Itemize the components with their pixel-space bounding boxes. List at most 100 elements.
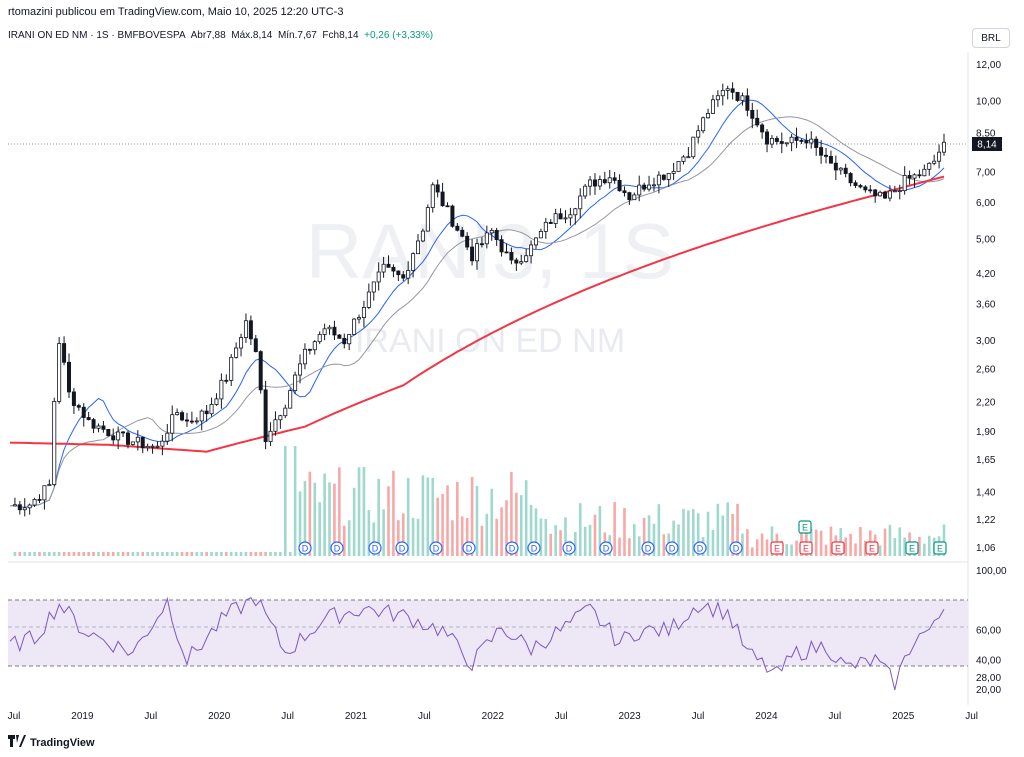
volume-bar-133	[662, 534, 666, 556]
price-tick-11: 1,90	[976, 427, 996, 438]
candle-body-17	[91, 419, 96, 429]
volume-bar-111	[554, 525, 557, 556]
candle-body-186	[922, 168, 927, 177]
volume-bar-143	[711, 529, 715, 556]
volume-bar-155	[770, 526, 774, 556]
candle-body-63	[317, 334, 322, 343]
volume-bar-14	[77, 552, 81, 556]
time-tick-12: Jul	[828, 711, 841, 722]
volume-bar-187	[927, 535, 931, 556]
currency-button[interactable]: BRL	[972, 28, 1010, 48]
volume-bar-6	[38, 552, 41, 556]
candle-body-137	[681, 156, 686, 162]
candle-body-91	[455, 225, 460, 231]
candle-body-55	[278, 415, 283, 421]
candle-body-35	[180, 412, 185, 421]
candle-body-11	[62, 343, 67, 363]
candle-body-56	[283, 407, 288, 417]
volume-bar-74	[372, 522, 376, 556]
candle-body-30	[155, 445, 160, 448]
candle-body-14	[76, 405, 81, 408]
volume-bar-57	[288, 552, 292, 556]
candle-body-33	[170, 414, 175, 434]
candle-body-130	[647, 184, 652, 190]
price-tick-4: 6,00	[976, 198, 996, 209]
candle-body-117	[583, 185, 588, 197]
volume-bar-44	[224, 552, 228, 556]
price-axis: 12,00 10,00 8,50 7,00 6,00 5,00 4,20 3,60 3,00 2,…	[976, 60, 1001, 554]
candle-body-42	[214, 398, 219, 405]
candle-body-167	[828, 156, 833, 164]
candle-body-3	[22, 507, 27, 511]
candle-body-51	[258, 351, 263, 391]
volume-bar-101	[505, 500, 508, 556]
volume-bar-39	[200, 552, 204, 556]
candle-body-177	[878, 191, 883, 197]
candle-body-19	[101, 425, 106, 430]
volume-bar-63	[318, 502, 321, 556]
candle-body-131	[651, 184, 656, 187]
ohlc-low: Mín.7,67	[277, 30, 317, 41]
volume-bar-137	[682, 508, 685, 556]
volume-bar-145	[721, 515, 725, 556]
candle-body-84	[420, 230, 425, 242]
price-tick-0: 12,00	[976, 60, 1001, 71]
candle-body-152	[755, 117, 760, 126]
candle-body-59	[298, 363, 303, 376]
candle-body-97	[484, 232, 489, 245]
candle-body-93	[465, 235, 470, 248]
candle-body-70	[352, 318, 357, 335]
ma-red-line	[9, 175, 945, 453]
time-tick-4: Jul	[281, 711, 294, 722]
dividend-marker-8	[562, 541, 576, 555]
marker-label-13: D	[733, 544, 740, 554]
volume-bar-79	[397, 520, 400, 556]
candle-body-9	[52, 401, 57, 485]
rsi-tick-0: 100,00	[976, 566, 1007, 577]
volume-bar-139	[691, 509, 695, 556]
volume-bar-67	[338, 467, 341, 556]
dividend-marker-4	[429, 541, 443, 555]
candle-body-94	[470, 246, 475, 262]
candle-body-113	[563, 217, 568, 220]
volume-bar-160	[795, 540, 798, 556]
ohlc-high: Máx.8,14	[231, 30, 273, 41]
time-tick-10: Jul	[692, 711, 705, 722]
candle-body-120	[597, 179, 602, 187]
marker-label-2: D	[372, 544, 379, 554]
candle-body-157	[779, 141, 784, 144]
volume-bar-80	[401, 513, 405, 556]
volume-bar-85	[426, 477, 430, 556]
volume-bar-90	[451, 520, 454, 556]
volume-bar-129	[642, 517, 646, 556]
earnings-marker-16	[831, 541, 845, 555]
marker-label-7: D	[531, 544, 538, 554]
event-markers[interactable]: D D D D D D D D D D D D D D E E E E E E E	[298, 520, 947, 555]
marker-label-18: E	[909, 544, 915, 554]
candle-body-92	[460, 229, 465, 237]
volume-bar-54	[274, 552, 277, 556]
candle-body-170	[843, 167, 848, 174]
dividend-marker-10	[641, 541, 655, 555]
candle-body-115	[573, 208, 578, 216]
volume-bar-62	[313, 482, 317, 556]
candle-body-175	[868, 189, 873, 192]
candle-body-114	[568, 214, 573, 219]
candle-body-134	[666, 173, 671, 180]
volume-bar-180	[893, 537, 897, 556]
candle-body-57	[288, 390, 293, 409]
candle-body-77	[386, 263, 391, 268]
volume-bar-123	[613, 502, 616, 556]
volume-bar-73	[367, 510, 371, 556]
candle-body-142	[706, 113, 711, 119]
candle-body-21	[111, 435, 116, 441]
watermark-name: IRANI ON ED NM	[355, 322, 625, 360]
candle-body-138	[686, 156, 691, 159]
volume-bar-29	[151, 552, 154, 556]
candle-body-61	[307, 348, 312, 351]
volume-bar-178	[883, 528, 887, 556]
candle-body-65	[327, 326, 332, 330]
volume-bar-49	[249, 552, 253, 556]
